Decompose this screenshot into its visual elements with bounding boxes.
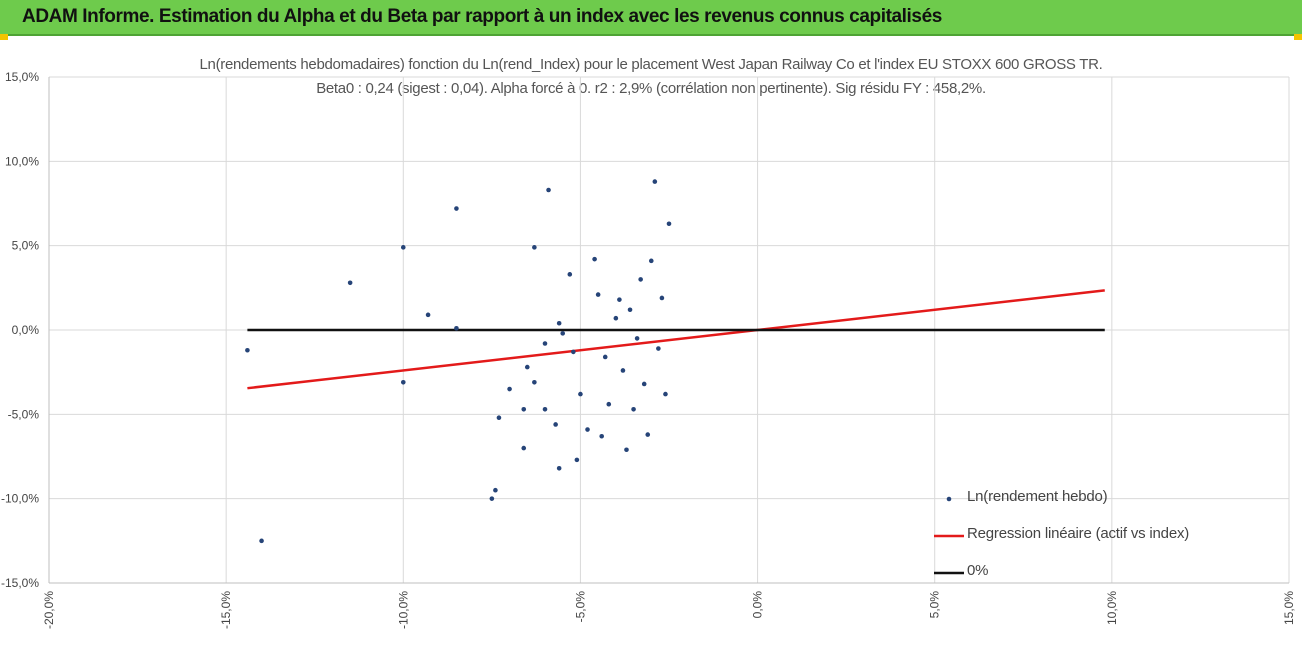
legend-item-zero: 0%: [930, 562, 1230, 599]
data-point: [400, 379, 406, 385]
x-tick-label: 0,0%: [751, 591, 765, 619]
tick-layer: -20,0% -15,0% -10,0% -5,0% 0,0% 5,0% 10,0% 15,0…: [1, 70, 1296, 629]
data-point: [400, 245, 406, 250]
data-point: [493, 487, 498, 493]
data-point: [592, 256, 597, 262]
data-point: [599, 433, 604, 439]
legend-red-line-icon: [934, 534, 964, 538]
data-point: [645, 432, 651, 437]
data-point: [454, 326, 459, 331]
data-point: [638, 277, 643, 282]
legend-item-scatter: Ln(rendement hebdo): [930, 488, 1230, 525]
data-point: [634, 336, 640, 341]
data-point: [627, 307, 633, 313]
data-point: [663, 391, 668, 397]
x-tick-label: 10,0%: [1105, 591, 1119, 625]
data-point: [648, 258, 654, 264]
data-point: [631, 406, 636, 412]
x-tick-label: -5,0%: [573, 591, 587, 623]
data-point: [602, 354, 608, 360]
series-layer: [245, 179, 1105, 544]
data-point: [652, 179, 658, 184]
data-point: [556, 466, 562, 471]
banner-corner-left: [0, 34, 8, 40]
data-point: [560, 331, 566, 336]
y-tick-label: -10,0%: [1, 492, 39, 506]
report-title: ADAM Informe. Estimation du Alpha et du …: [22, 6, 942, 27]
data-point: [454, 206, 459, 211]
data-point: [666, 221, 672, 227]
data-point: [595, 292, 601, 297]
banner-corner-right: [1294, 34, 1302, 40]
chart-subtitle: Beta0 : 0,24 (sigest : 0,04). Alpha forc…: [316, 80, 986, 97]
data-point: [532, 245, 537, 250]
data-point: [571, 349, 576, 355]
data-point: [659, 295, 665, 301]
data-point: [606, 401, 612, 407]
data-point: [425, 312, 431, 318]
data-point: [521, 406, 527, 412]
data-point: [507, 386, 512, 392]
data-point: [259, 538, 264, 544]
y-tick-label: 15,0%: [5, 70, 39, 84]
legend-label-scatter: Ln(rendement hebdo): [967, 488, 1108, 505]
data-point: [524, 364, 530, 370]
data-point: [542, 341, 548, 346]
regression-line: [247, 289, 1105, 390]
legend-black-line-icon: [934, 571, 964, 575]
y-tick-label: 5,0%: [12, 239, 40, 253]
data-point: [585, 427, 590, 432]
x-tick-label: -20,0%: [42, 591, 56, 629]
x-tick-label: 5,0%: [928, 591, 942, 619]
y-tick-label: -15,0%: [1, 576, 39, 590]
x-tick-label: -15,0%: [219, 591, 233, 629]
data-point: [245, 347, 250, 353]
y-tick-label: 0,0%: [12, 323, 40, 337]
x-tick-label: -10,0%: [396, 591, 410, 629]
data-point: [567, 272, 573, 277]
data-point: [620, 368, 626, 373]
data-point: [617, 297, 622, 302]
data-point: [546, 187, 551, 193]
data-point: [542, 406, 548, 412]
legend-label-zero: 0%: [967, 562, 989, 579]
y-tick-label: -5,0%: [8, 407, 40, 421]
data-point: [574, 457, 580, 463]
legend: Ln(rendement hebdo) Regression linéaire …: [930, 488, 1230, 599]
report-banner: ADAM Informe. Estimation du Alpha et du …: [0, 0, 1302, 36]
data-point: [613, 315, 619, 321]
data-point: [489, 496, 495, 501]
data-point: [656, 346, 661, 351]
data-point: [578, 391, 583, 397]
x-tick-label: 15,0%: [1282, 591, 1296, 625]
y-tick-label: 10,0%: [5, 154, 39, 168]
data-point: [553, 422, 558, 427]
legend-dot-icon: [946, 496, 952, 502]
data-point: [624, 447, 629, 453]
data-point: [347, 280, 353, 286]
data-point: [556, 320, 562, 326]
data-point: [532, 379, 537, 385]
data-point: [521, 445, 527, 451]
data-point: [641, 381, 647, 387]
chart-title: Ln(rendements hebdomadaires) fonction du…: [199, 56, 1103, 73]
legend-label-regression: Regression linéaire (actif vs index): [967, 525, 1190, 542]
legend-item-regression: Regression linéaire (actif vs index): [930, 525, 1230, 562]
data-point: [496, 415, 502, 421]
